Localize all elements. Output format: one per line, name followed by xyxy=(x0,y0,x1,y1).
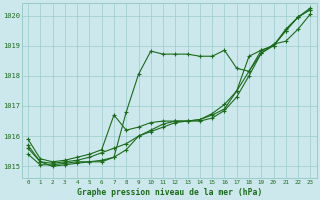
X-axis label: Graphe pression niveau de la mer (hPa): Graphe pression niveau de la mer (hPa) xyxy=(76,188,262,197)
